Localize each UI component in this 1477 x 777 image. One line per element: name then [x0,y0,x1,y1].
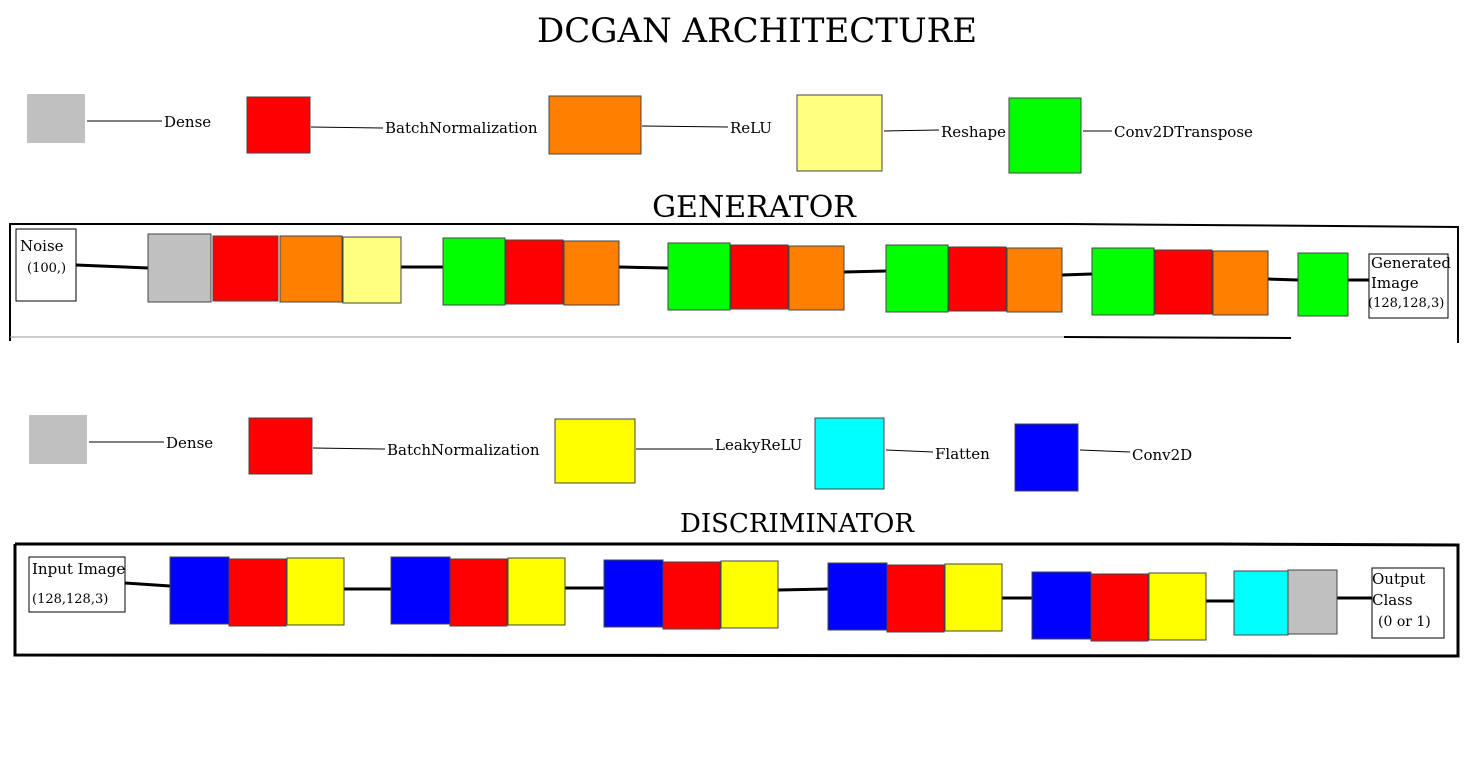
legend-label-relu: ReLU [730,119,772,137]
layer-batchnorm [730,244,789,310]
discriminator-input-box: Input Image (128,128,3) [28,556,126,613]
legend-label-reshape: Reshape [941,123,1006,141]
layer-relu [563,240,620,306]
discriminator-frame [13,542,1460,658]
generator-legend: Dense BatchNormalization ReLU Reshape Co… [27,94,1253,174]
layer-batchnorm [212,235,279,302]
legend-label-dense: Dense [166,434,213,452]
legend-swatch-conv2d [1014,423,1079,492]
discriminator-block-2 [390,556,566,627]
layer-batchnorm [1154,249,1213,315]
layer-conv2d [827,562,888,631]
legend-swatch-dense [27,94,85,143]
discriminator-connectors [124,581,1372,603]
generator-output-shape: (128,128,3) [1368,296,1444,311]
layer-batchnorm [505,239,564,305]
generator-block-4 [885,244,1063,313]
legend-label-batchnorm: BatchNormalization [385,119,538,137]
layer-batchnorm [228,558,287,627]
legend-swatch-relu [548,95,642,155]
generator-input-label: Noise [20,237,64,255]
legend-label-flatten: Flatten [935,445,990,463]
discriminator-output-box: Output Class (0 or 1) [1371,567,1445,639]
legend-swatch-reshape [796,94,883,172]
legend-label-dense: Dense [164,113,211,131]
discriminator-block-1 [169,556,345,627]
discriminator-legend: Dense BatchNormalization LeakyReLU Flatt… [29,415,1192,492]
layer-leakyrelu [944,563,1003,632]
layer-relu [1212,250,1269,316]
discriminator-block-3 [603,559,779,630]
generator-pipeline: Noise (100,) [15,228,1451,319]
layer-conv2dtranspose [442,237,506,306]
discriminator-output-line2: Class [1372,591,1413,609]
generator-block-2 [442,237,620,306]
layer-batchnorm [662,561,721,630]
generator-block-6 [1297,252,1349,317]
discriminator-pipeline: Input Image (128,128,3) [28,556,1445,642]
legend-swatch-batchnorm [248,417,313,475]
legend-label-conv2dtranspose: Conv2DTranspose [1114,123,1253,141]
layer-conv2dtranspose [885,244,949,313]
discriminator-block-6 [1233,569,1338,636]
legend-swatch-conv2dtranspose [1008,97,1082,174]
layer-conv2d [1031,571,1092,640]
layer-relu [788,245,845,311]
generator-input-box: Noise (100,) [15,228,77,302]
layer-conv2d [169,556,230,625]
layer-relu [279,235,343,303]
layer-reshape [342,236,402,304]
generator-title: GENERATOR [652,190,857,225]
generator-output-line2: Image [1371,274,1419,292]
legend-swatch-dense [29,415,87,464]
generator-output-box: Generated Image (128,128,3) [1368,253,1451,319]
legend-label-leakyrelu: LeakyReLU [715,436,802,454]
diagram-title: DCGAN ARCHITECTURE [537,11,977,51]
layer-batchnorm [886,564,945,633]
layer-dense [1287,569,1338,635]
discriminator-title: DISCRIMINATOR [680,509,915,539]
discriminator-input-shape: (128,128,3) [32,592,108,607]
legend-label-conv2d: Conv2D [1132,446,1192,464]
generator-connectors [75,263,1369,282]
layer-conv2d [603,559,664,628]
discriminator-output-line1: Output [1372,570,1425,588]
layer-conv2dtranspose [667,242,731,311]
generator-block-1 [147,233,402,304]
legend-swatch-batchnorm [246,96,311,154]
layer-leakyrelu [286,557,345,626]
layer-conv2dtranspose [1091,247,1155,316]
layer-leakyrelu [1148,572,1207,641]
generator-block-3 [667,242,845,311]
legend-swatch-flatten [814,417,885,490]
layer-batchnorm [948,246,1007,312]
discriminator-block-4 [827,562,1003,633]
generator-block-5 [1091,247,1269,316]
layer-flatten [1233,570,1289,636]
layer-batchnorm [1090,573,1149,642]
legend-swatch-leakyrelu [554,418,636,484]
layer-dense [147,233,212,303]
discriminator-block-5 [1031,571,1207,642]
layer-leakyrelu [720,560,779,629]
generator-frame [9,223,1459,343]
discriminator-input-label: Input Image [32,560,125,578]
layer-batchnorm [449,558,508,627]
discriminator-output-class-values: (0 or 1) [1378,614,1431,630]
layer-leakyrelu [507,557,566,626]
legend-label-batchnorm: BatchNormalization [387,441,540,459]
layer-relu [1006,247,1063,313]
layer-conv2dtranspose [1297,252,1349,317]
generator-input-shape: (100,) [27,261,66,276]
generator-output-line1: Generated [1371,254,1451,272]
layer-conv2d [390,556,451,625]
